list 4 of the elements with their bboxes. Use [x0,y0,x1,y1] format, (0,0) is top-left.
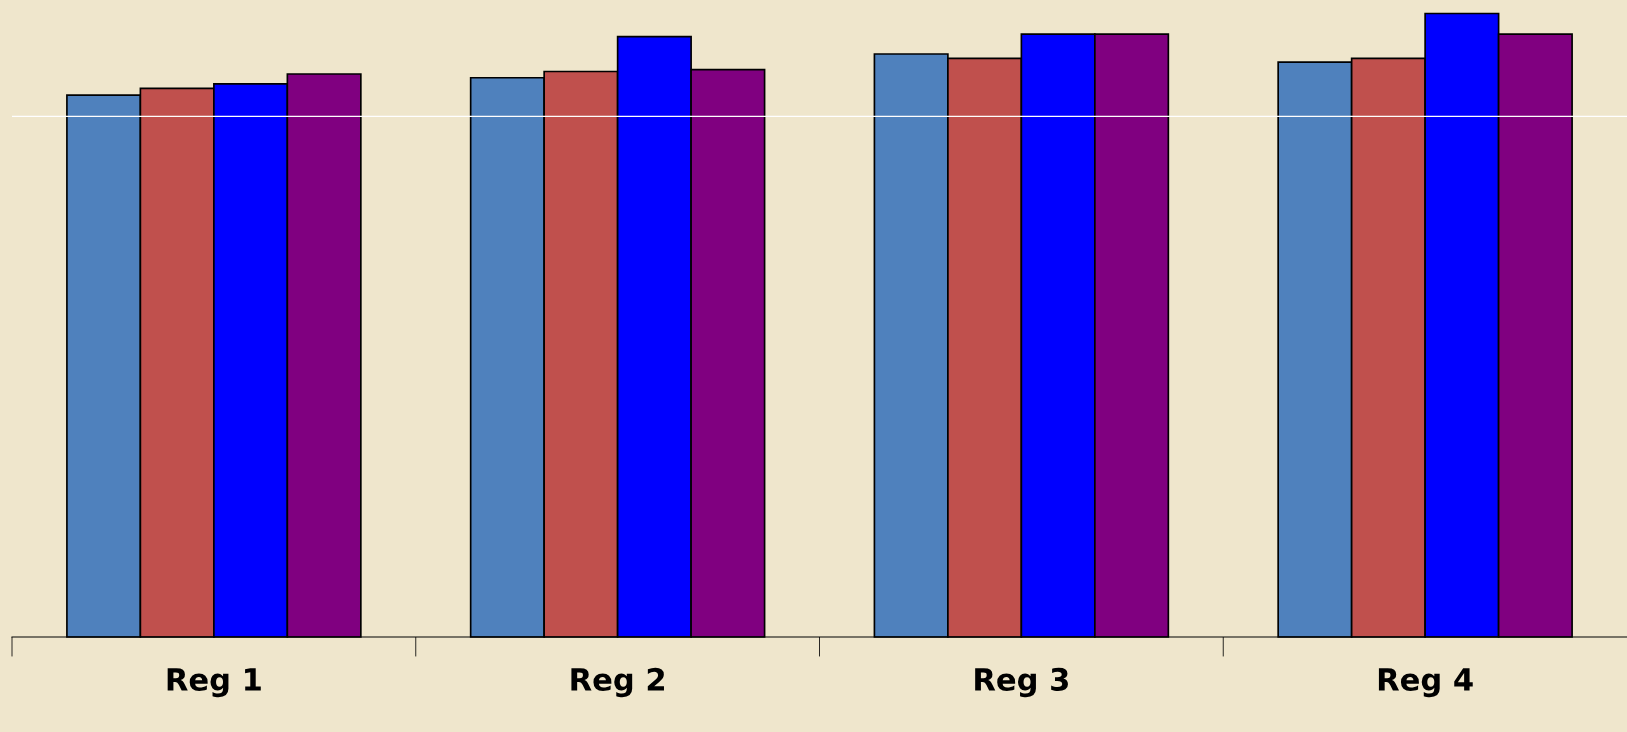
x-tick-label: Reg 2 [571,667,664,698]
x-tick-label: Reg 3 [975,667,1068,698]
x-tick-label: Reg 1 [167,668,261,698]
x-tick-label: Reg 4 [1378,668,1473,698]
